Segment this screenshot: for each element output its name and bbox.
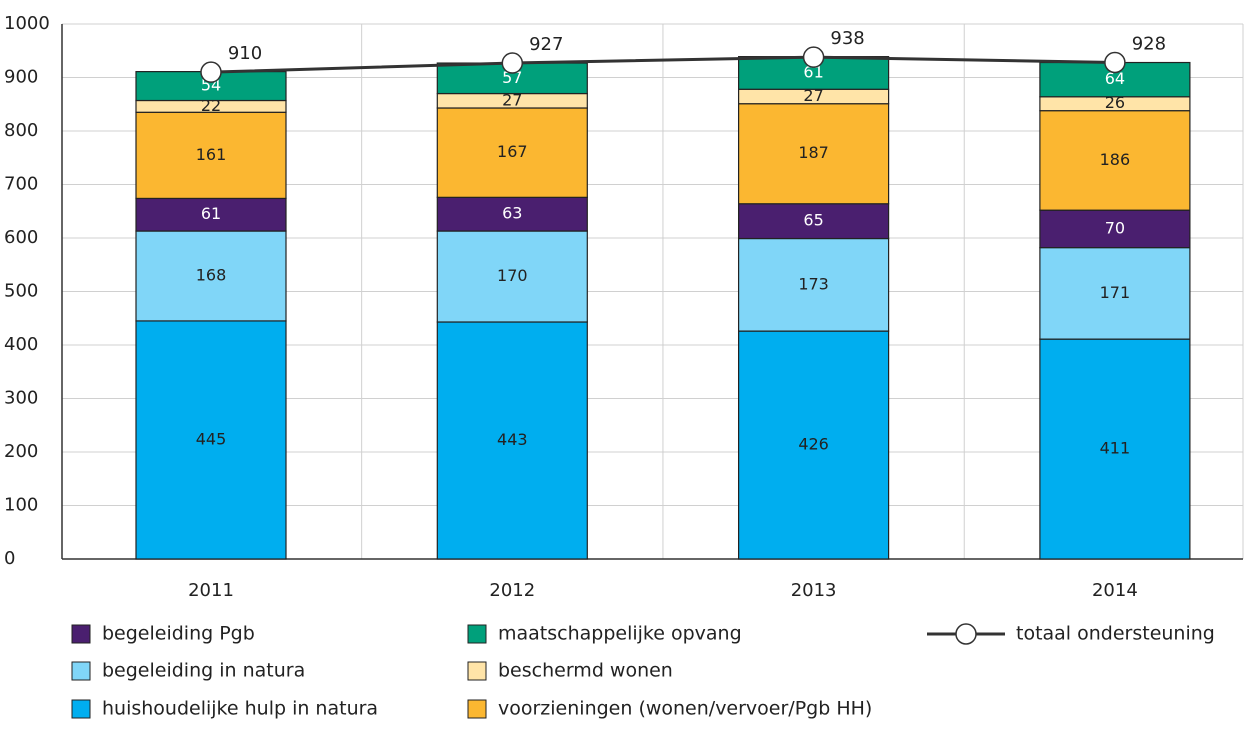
- y-tick-label: 200: [4, 441, 38, 462]
- data-label: 26: [1105, 93, 1125, 112]
- line-point: [200, 61, 222, 83]
- data-label: 161: [196, 145, 227, 164]
- y-tick-label: 300: [4, 388, 38, 409]
- data-label: 167: [497, 142, 528, 161]
- y-tick-label: 1000: [4, 13, 50, 34]
- y-tick-label: 100: [4, 495, 38, 516]
- bar-segment: [135, 111, 287, 200]
- x-tick-label: 2013: [791, 580, 837, 601]
- y-tick-label: 500: [4, 281, 38, 302]
- legend-label: begeleiding in natura: [102, 660, 305, 682]
- data-label: 70: [1105, 218, 1125, 237]
- total-line: [210, 55, 1115, 74]
- bar-segment: [436, 230, 588, 323]
- bar-segment: [1039, 338, 1191, 560]
- bar-segment: [436, 321, 588, 560]
- y-tick-label: 700: [4, 174, 38, 195]
- legend-swatch: [71, 661, 91, 681]
- y-tick-label: 400: [4, 334, 38, 355]
- data-label: 170: [497, 266, 528, 285]
- legend-swatch: [467, 699, 487, 719]
- bar-segment: [737, 103, 890, 205]
- line-label: 927: [529, 34, 563, 55]
- bar-segment: [135, 320, 287, 560]
- x-tick-label: 2011: [188, 580, 234, 601]
- y-tick-label: 900: [4, 67, 38, 88]
- legend-swatch: [71, 624, 91, 644]
- y-tick-label: 600: [4, 227, 38, 248]
- y-tick-label: 0: [4, 548, 15, 569]
- data-label: 65: [803, 211, 823, 230]
- data-label: 57: [502, 68, 522, 87]
- legend-marker: [955, 623, 977, 645]
- legend-swatch: [467, 624, 487, 644]
- legend-label: maatschappelijke opvang: [498, 623, 742, 645]
- legend-label: totaal ondersteuning: [1016, 623, 1215, 645]
- x-tick-label: 2012: [489, 580, 535, 601]
- data-label: 63: [502, 204, 522, 223]
- line-point: [802, 46, 825, 68]
- bar-segment: [1039, 209, 1191, 249]
- legend-label: voorzieningen (wonen/vervoer/Pgb HH): [498, 698, 872, 720]
- y-tick-label: 800: [4, 120, 38, 141]
- line-label: 928: [1132, 34, 1166, 55]
- bar-segment: [135, 197, 287, 232]
- legend-label: begeleiding Pgb: [102, 623, 255, 645]
- data-label: 61: [803, 62, 823, 81]
- bar-segment: [1039, 110, 1191, 211]
- data-label: 411: [1100, 439, 1131, 458]
- data-label: 445: [196, 429, 227, 448]
- legend-swatch: [71, 699, 91, 719]
- line-label: 910: [228, 43, 262, 64]
- legend-label: huishoudelijke hulp in natura: [102, 698, 378, 720]
- data-label: 187: [798, 143, 829, 162]
- x-tick-label: 2014: [1092, 580, 1138, 601]
- bar-segment: [737, 237, 890, 332]
- line-point: [1104, 51, 1126, 74]
- data-label: 61: [201, 204, 221, 223]
- line-point: [501, 52, 524, 74]
- data-label: 64: [1105, 69, 1125, 88]
- data-label: 443: [497, 430, 528, 449]
- data-label: 186: [1100, 150, 1131, 169]
- bar-segment: [135, 230, 287, 322]
- data-label: 426: [798, 435, 829, 454]
- legend-swatch: [467, 661, 487, 681]
- bar-segment: [737, 330, 890, 560]
- data-label: 27: [803, 86, 823, 105]
- data-label: 171: [1100, 283, 1131, 302]
- data-label: 173: [798, 274, 829, 293]
- data-label: 168: [196, 265, 227, 284]
- data-label: 27: [502, 90, 522, 109]
- bar-segment: [1039, 247, 1191, 340]
- bar-segment: [436, 107, 588, 198]
- legend-label: beschermd wonen: [498, 660, 673, 682]
- line-label: 938: [830, 28, 864, 49]
